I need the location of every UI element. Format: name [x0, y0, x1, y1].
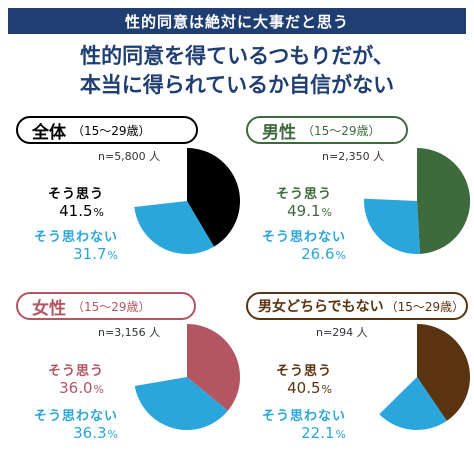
label-think: そう思う 41.5%	[48, 183, 104, 222]
panel-female: 女性 （15～29歳） n=3,156 人 そう思う 36.0% そう思わない …	[16, 292, 242, 468]
value-not-think: 26.6%	[262, 245, 346, 265]
headline-line-1: 性的同意を得ているつもりだが、	[80, 44, 394, 68]
pie-chart-female	[134, 324, 240, 431]
value-not-think: 22.1%	[262, 424, 346, 444]
slice-not-think	[379, 377, 447, 431]
pie-chart-male	[363, 147, 471, 255]
panel-neither: 男女どちらでもない （15～29歳） n=294 人 そう思う 40.5% そう…	[246, 292, 472, 468]
label-not-think: そう思わない 36.3%	[34, 405, 118, 444]
label-not-think: そう思わない 26.6%	[262, 226, 346, 265]
sample-size: n=2,350 人	[322, 150, 385, 163]
value-think: 41.5%	[48, 202, 104, 222]
label-not-think-text: そう思わない	[33, 230, 118, 245]
percent-sign: %	[335, 428, 346, 441]
percent-sign: %	[321, 383, 332, 396]
label-not-think-text: そう思わない	[33, 409, 118, 424]
label-think-text: そう思う	[275, 187, 332, 202]
percent-sign: %	[107, 249, 118, 262]
group-pill-neither: 男女どちらでもない （15～29歳）	[246, 292, 468, 320]
age-range: （15～29歳）	[72, 299, 151, 314]
value-not-think: 31.7%	[34, 245, 118, 265]
label-not-think-text: そう思わない	[261, 409, 346, 424]
panel-all: 全体 （15～29歳） n=5,800 人 そう思う 41.5% そう思わない …	[16, 116, 242, 292]
value-think: 36.0%	[48, 379, 104, 399]
group-name: 女性	[32, 298, 66, 319]
sample-size: n=3,156 人	[98, 326, 161, 339]
group-name: 男女どちらでもない	[258, 299, 384, 315]
slice-think	[187, 148, 241, 247]
pie-chart-neither	[379, 324, 471, 431]
headline: 性的同意を得ているつもりだが、 本当に得られているか自信がない	[0, 42, 474, 100]
percent-sign: %	[93, 383, 104, 396]
value-think-number: 41.5	[59, 202, 93, 220]
label-think: そう思う 40.5%	[276, 360, 332, 399]
percent-sign: %	[93, 206, 104, 219]
age-range: （15～29歳）	[302, 123, 381, 138]
label-think: そう思う 49.1%	[276, 183, 332, 222]
value-not-think-number: 22.1	[301, 424, 335, 442]
value-not-think-number: 31.7	[73, 245, 107, 263]
value-think: 40.5%	[276, 379, 332, 399]
slice-think	[417, 324, 471, 421]
slice-not-think	[363, 198, 420, 255]
value-not-think-number: 36.3	[73, 424, 107, 442]
age-range: （15～29歳）	[72, 123, 151, 138]
pie-chart-all	[134, 148, 241, 255]
slice-think	[417, 147, 471, 254]
group-name: 全体	[32, 122, 66, 143]
group-pill-all: 全体 （15～29歳）	[16, 116, 198, 144]
group-pill-female: 女性 （15～29歳）	[16, 292, 196, 320]
value-not-think: 36.3%	[34, 424, 118, 444]
slice-not-think	[134, 377, 228, 431]
value-think-number: 36.0	[59, 379, 93, 397]
label-think-text: そう思う	[47, 187, 104, 202]
value-think-number: 49.1	[287, 202, 321, 220]
banner-title: 性的同意は絶対に大事だと思う	[8, 8, 466, 34]
label-think: そう思う 36.0%	[48, 360, 104, 399]
label-think-text: そう思う	[275, 364, 332, 379]
age-range: （15～29歳）	[385, 299, 465, 314]
panel-male: 男性 （15～29歳） n=2,350 人 そう思う 49.1% そう思わない …	[246, 116, 472, 292]
group-pill-male: 男性 （15～29歳）	[246, 116, 408, 144]
sample-size: n=5,800 人	[98, 150, 161, 163]
slice-not-think	[134, 201, 214, 255]
percent-sign: %	[107, 428, 118, 441]
group-name: 男性	[262, 122, 296, 143]
slice-think	[187, 324, 240, 411]
sample-size: n=294 人	[316, 326, 368, 339]
value-think: 49.1%	[276, 202, 332, 222]
label-think-text: そう思う	[47, 364, 104, 379]
label-not-think-text: そう思わない	[261, 230, 346, 245]
label-not-think: そう思わない 31.7%	[34, 226, 118, 265]
headline-line-2: 本当に得られているか自信がない	[79, 73, 395, 97]
percent-sign: %	[335, 249, 346, 262]
value-think-number: 40.5	[287, 379, 321, 397]
percent-sign: %	[321, 206, 332, 219]
label-not-think: そう思わない 22.1%	[262, 405, 346, 444]
value-not-think-number: 26.6	[301, 245, 335, 263]
